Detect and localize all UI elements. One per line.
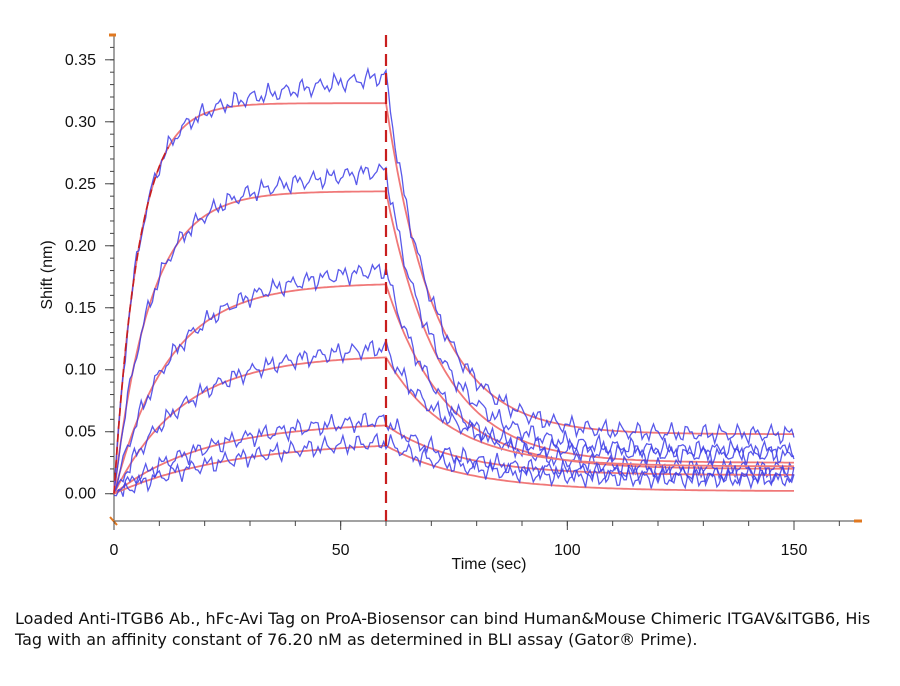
y-tick-label: 0.35 xyxy=(65,52,96,69)
measured-curve xyxy=(113,412,795,497)
figure-caption: Loaded Anti-ITGB6 Ab., hFc-Avi Tag on Pr… xyxy=(15,609,871,649)
x-tick-label: 100 xyxy=(554,542,581,559)
y-tick-label: 0.20 xyxy=(65,238,96,255)
x-tick-label: 0 xyxy=(110,542,119,559)
measured-curve xyxy=(113,338,795,494)
y-tick-label: 0.15 xyxy=(65,300,96,317)
measured-curve xyxy=(113,263,795,494)
x-tick-label: 50 xyxy=(332,542,350,559)
measured-curve xyxy=(113,162,795,491)
chart-ticks: 0.00 0.05 0.10 0.15 0.20 0.25 0.30 0.35 0 50 100 15… xyxy=(65,46,840,559)
y-tick-label: 0.05 xyxy=(65,424,96,441)
y-tick-label: 0.10 xyxy=(65,362,96,379)
association-front-trace xyxy=(113,146,170,494)
chart-series xyxy=(113,35,795,521)
y-tick-label: 0.30 xyxy=(65,114,96,131)
x-tick-label: 150 xyxy=(781,542,808,559)
x-axis-title: Time (sec) xyxy=(452,556,527,573)
fit-curve xyxy=(113,102,794,494)
measured-curve xyxy=(113,432,795,497)
fit-curve xyxy=(113,356,794,495)
measured-curve xyxy=(113,66,795,494)
y-axis-title: Shift (nm) xyxy=(39,240,56,309)
y-tick-label: 0.00 xyxy=(65,486,96,503)
y-tick-label: 0.25 xyxy=(65,176,96,193)
fit-curve xyxy=(113,444,794,495)
bli-sensorgram-chart: 0.00 0.05 0.10 0.15 0.20 0.25 0.30 0.35 0 50 100 15… xyxy=(39,33,862,573)
